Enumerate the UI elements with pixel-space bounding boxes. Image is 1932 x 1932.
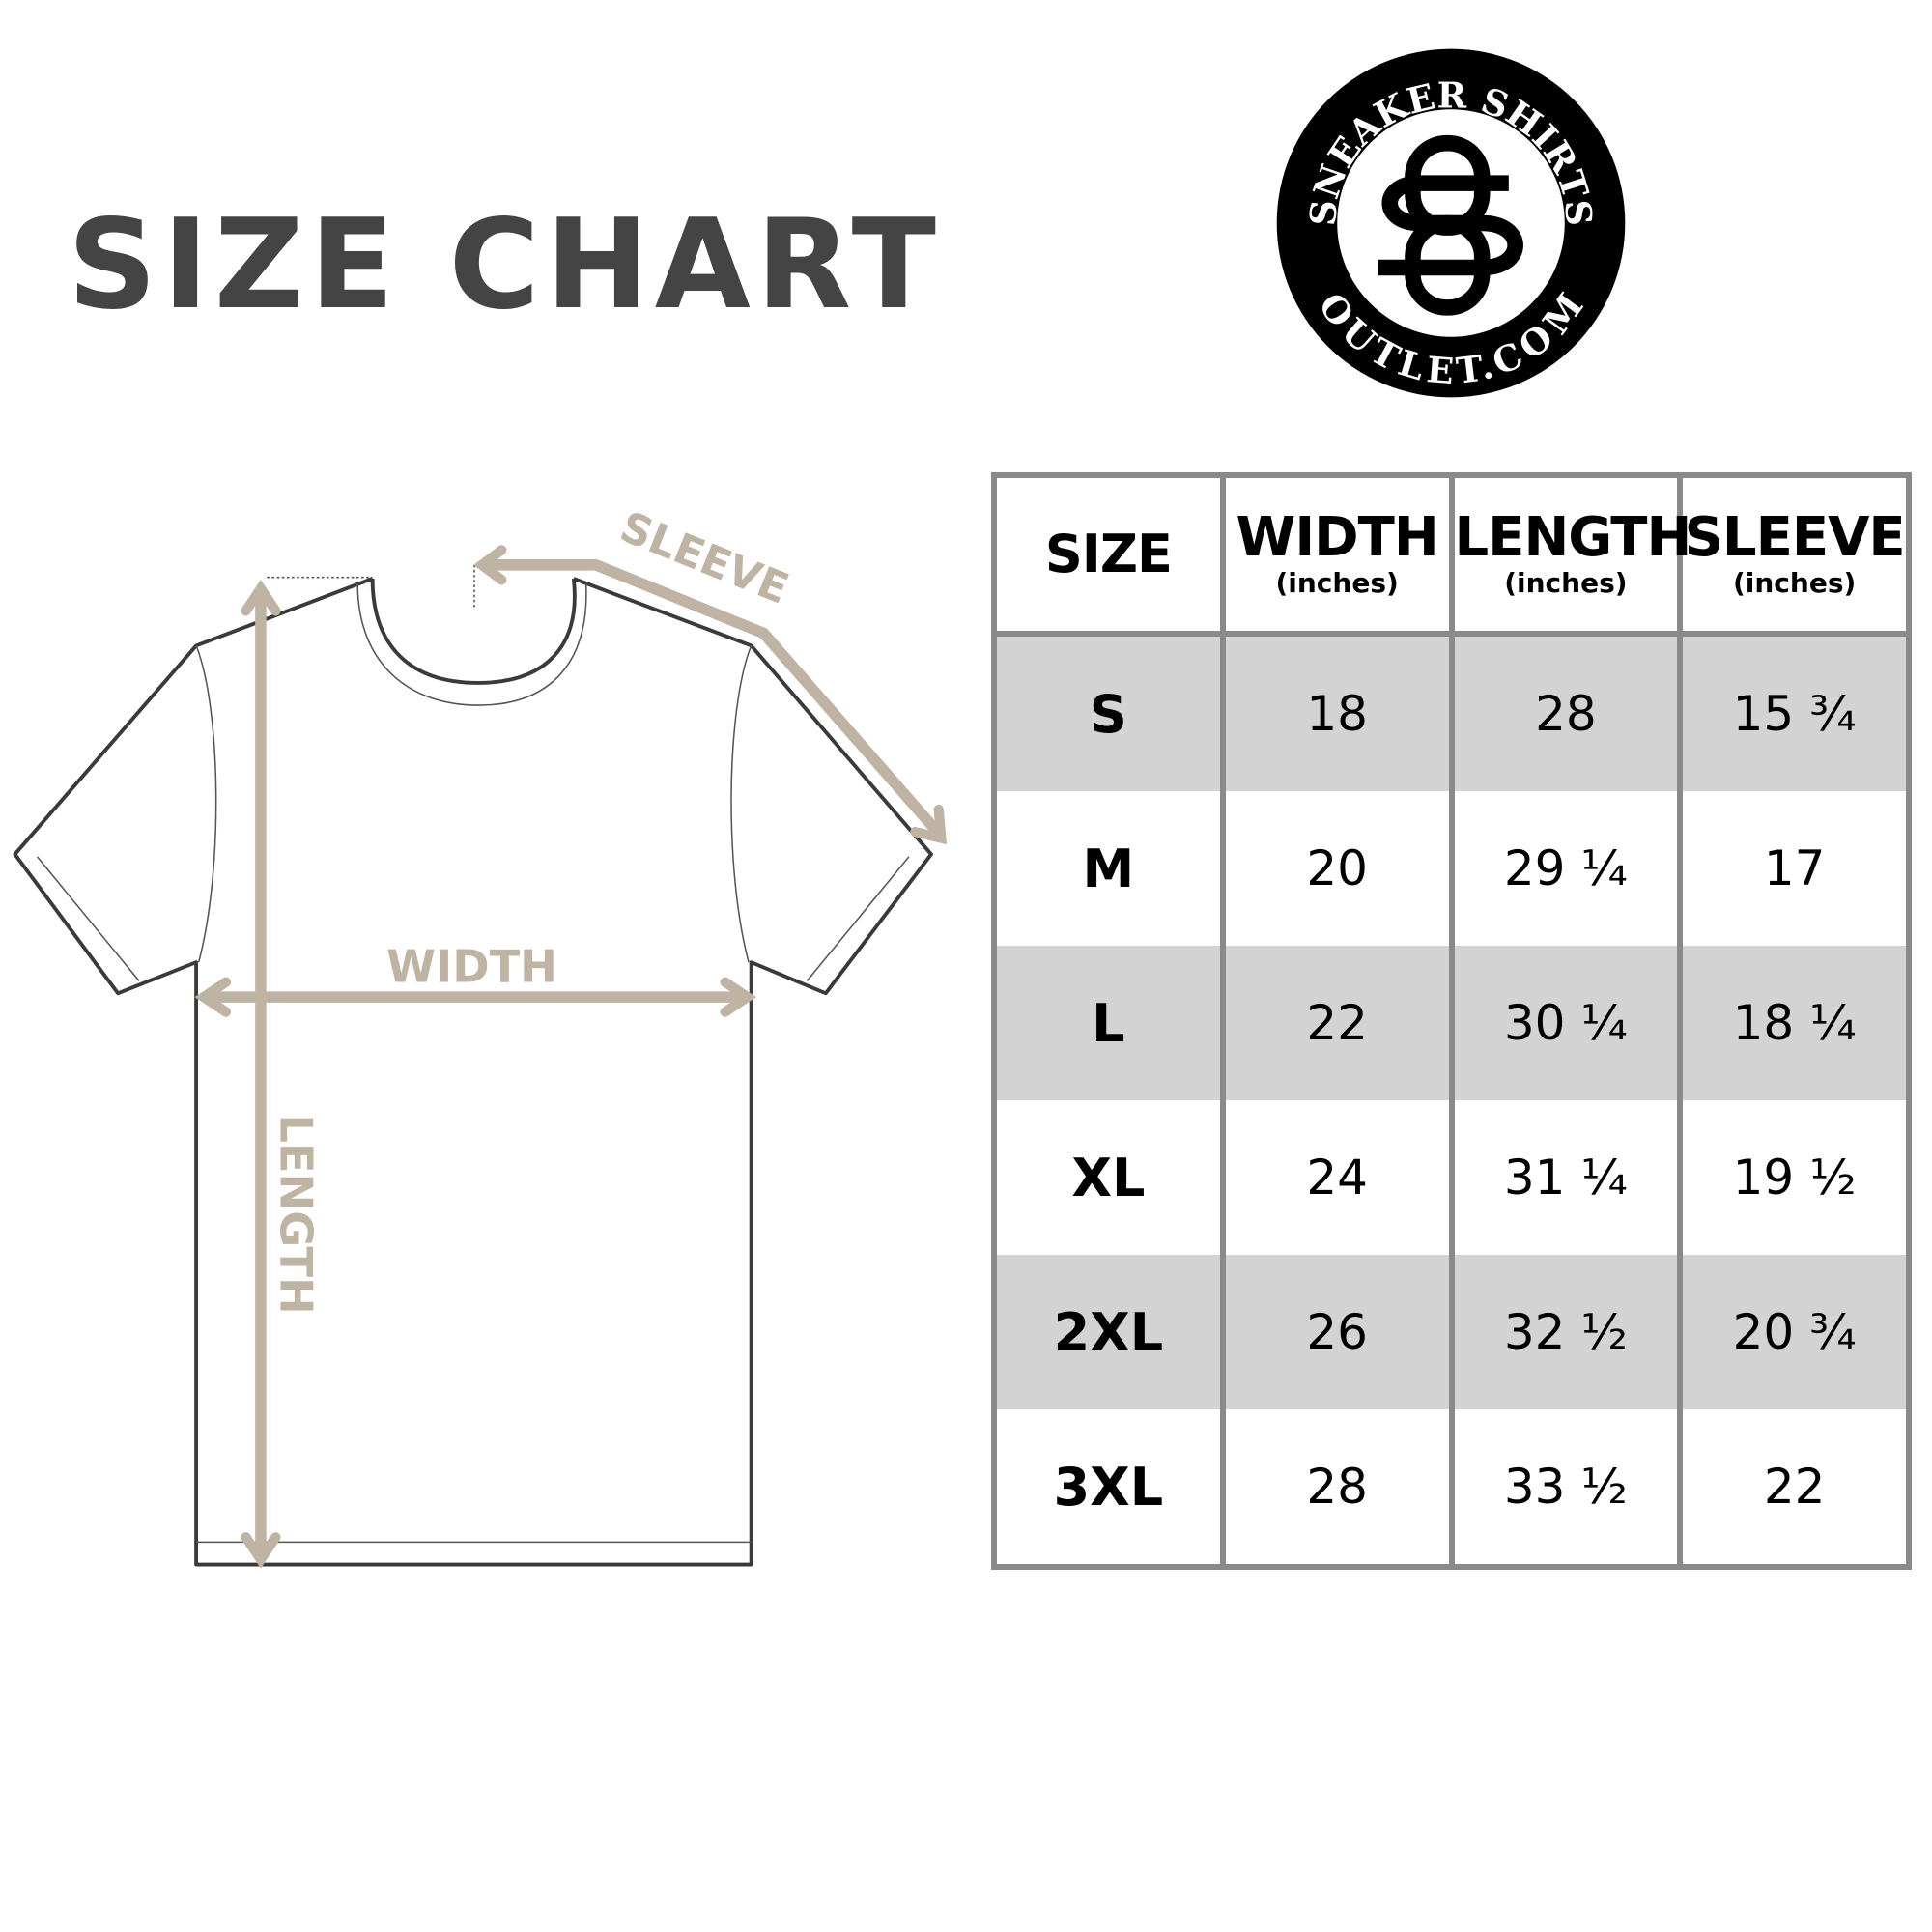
length-cell: 30 ¼ <box>1448 946 1684 1100</box>
width-cell: 18 <box>1219 634 1455 791</box>
width-cell: 24 <box>1219 1100 1455 1255</box>
table-row: 2XL 26 32 ½ 20 ¾ <box>991 1255 1912 1409</box>
width-cell: 26 <box>1219 1255 1455 1409</box>
table-row: 3XL 28 33 ½ 22 <box>991 1409 1912 1567</box>
table-header-row: SIZE WIDTH (inches) LENGTH (inches) SLEEVE… <box>991 472 1912 637</box>
table-row: S 18 28 15 ¾ <box>991 634 1912 791</box>
length-cell: 28 <box>1448 634 1684 791</box>
monogram-icon <box>1378 134 1523 316</box>
size-cell: XL <box>991 1100 1226 1255</box>
size-cell: 3XL <box>991 1409 1226 1567</box>
header-width: WIDTH (inches) <box>1219 472 1455 637</box>
width-label: WIDTH <box>386 941 557 993</box>
header-sleeve: SLEEVE (inches) <box>1677 472 1912 637</box>
length-cell: 31 ¼ <box>1448 1100 1684 1255</box>
table-row: L 22 30 ¼ 18 ¼ <box>991 946 1912 1100</box>
sleeve-arrow <box>481 559 944 838</box>
header-length: LENGTH (inches) <box>1448 472 1691 637</box>
size-cell: L <box>991 946 1226 1100</box>
size-cell: M <box>991 791 1226 946</box>
sleeve-cell: 22 <box>1677 1409 1912 1567</box>
length-cell: 32 ½ <box>1448 1255 1684 1409</box>
sleeve-cell: 20 ¾ <box>1677 1255 1912 1409</box>
width-cell: 22 <box>1219 946 1455 1100</box>
width-cell: 28 <box>1219 1409 1455 1567</box>
size-cell: 2XL <box>991 1255 1226 1409</box>
sleeve-label: SLEEVE <box>613 502 795 614</box>
sleeve-cell: 19 ½ <box>1677 1100 1912 1255</box>
table-row: M 20 29 ¼ 17 <box>991 791 1912 946</box>
width-cell: 20 <box>1219 791 1455 946</box>
sleeve-cell: 18 ¼ <box>1677 946 1912 1100</box>
size-table: SIZE WIDTH (inches) LENGTH (inches) SLEEVE… <box>991 472 1912 1570</box>
length-cell: 33 ½ <box>1448 1409 1684 1567</box>
length-label: LENGTH <box>270 1114 322 1314</box>
header-size: SIZE <box>991 472 1226 637</box>
tshirt-outline <box>13 577 933 1567</box>
page-title: SIZE CHART <box>68 193 942 337</box>
sleeve-cell: 17 <box>1677 791 1912 946</box>
brand-logo: SNEAKER SHIRTS OUTLET.COM <box>1276 48 1626 398</box>
measure-arrows <box>194 545 948 1569</box>
table-row: XL 24 31 ¼ 19 ½ <box>991 1100 1912 1255</box>
sleeve-cell: 15 ¾ <box>1677 634 1912 791</box>
size-cell: S <box>991 634 1226 791</box>
length-cell: 29 ¼ <box>1448 791 1684 946</box>
